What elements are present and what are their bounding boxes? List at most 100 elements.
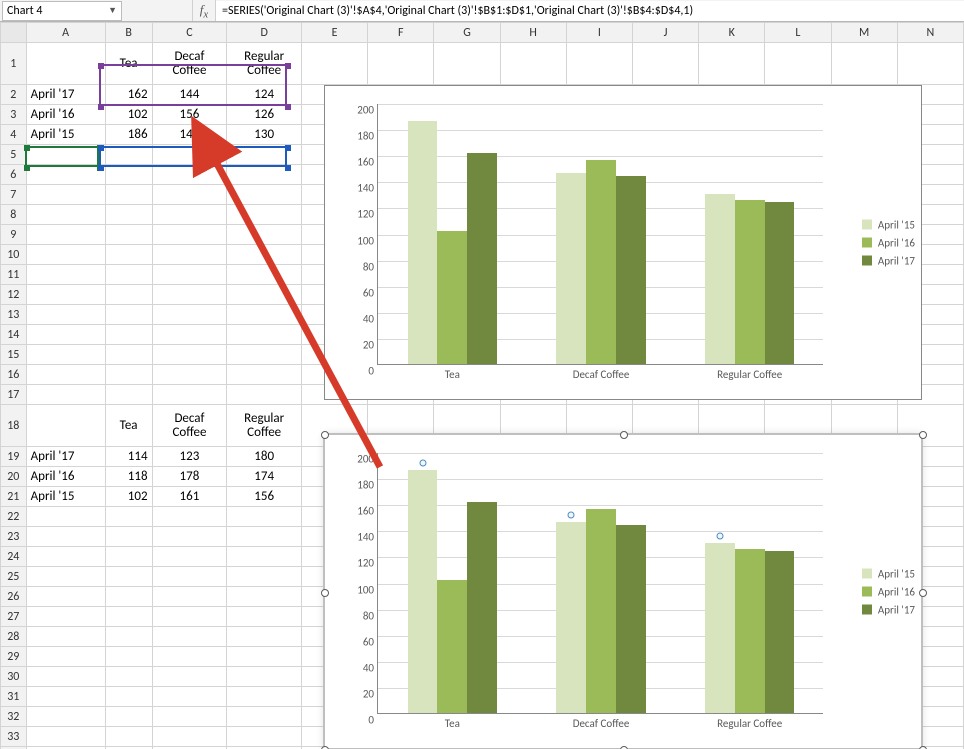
chart-bottom[interactable]: 020406080100120140160180200TeaDecaf Coff… <box>324 434 922 749</box>
cell[interactable] <box>26 225 105 245</box>
cell[interactable] <box>105 285 152 305</box>
cell[interactable] <box>152 285 227 305</box>
cell[interactable] <box>152 365 227 385</box>
cell[interactable] <box>26 587 105 607</box>
row-header[interactable]: 11 <box>1 265 27 285</box>
cell[interactable] <box>152 507 227 527</box>
cell[interactable] <box>105 687 152 707</box>
bar[interactable] <box>556 522 586 713</box>
cell[interactable] <box>26 245 105 265</box>
cell[interactable] <box>152 587 227 607</box>
cell[interactable]: April '16 <box>26 467 105 487</box>
cell[interactable] <box>227 587 302 607</box>
series-selection-handle[interactable] <box>419 460 426 467</box>
cell[interactable] <box>152 325 227 345</box>
cell[interactable] <box>26 567 105 587</box>
cell[interactable] <box>500 43 566 85</box>
cell[interactable] <box>152 527 227 547</box>
cell[interactable]: 146 <box>152 125 227 145</box>
cell[interactable] <box>26 43 105 85</box>
bar[interactable] <box>408 470 438 713</box>
row-header[interactable]: 30 <box>1 667 27 687</box>
chart-resize-handle[interactable] <box>620 431 628 439</box>
column-header[interactable]: H <box>500 23 566 43</box>
cell[interactable] <box>227 325 302 345</box>
row-header[interactable]: 33 <box>1 727 27 747</box>
cell[interactable] <box>152 185 227 205</box>
cell[interactable] <box>105 727 152 747</box>
cell[interactable] <box>26 385 105 405</box>
cell[interactable] <box>152 567 227 587</box>
cell[interactable] <box>26 547 105 567</box>
cell[interactable] <box>227 205 302 225</box>
cell[interactable] <box>105 385 152 405</box>
cell[interactable] <box>26 185 105 205</box>
cell[interactable] <box>152 265 227 285</box>
cell[interactable] <box>227 225 302 245</box>
cell[interactable] <box>105 265 152 285</box>
row-header[interactable]: 7 <box>1 185 27 205</box>
row-header[interactable]: 19 <box>1 447 27 467</box>
cell[interactable]: 130 <box>227 125 302 145</box>
column-header[interactable]: F <box>368 23 434 43</box>
row-header[interactable]: 13 <box>1 305 27 325</box>
column-header[interactable]: C <box>152 23 227 43</box>
cell[interactable] <box>227 285 302 305</box>
cell[interactable] <box>105 647 152 667</box>
column-header[interactable]: L <box>765 23 831 43</box>
cell[interactable]: 161 <box>152 487 227 507</box>
cell[interactable] <box>227 527 302 547</box>
cell[interactable] <box>566 43 632 85</box>
cell[interactable]: Tea <box>105 43 152 85</box>
chart-resize-handle[interactable] <box>919 589 927 597</box>
cell[interactable] <box>26 405 105 447</box>
row-header[interactable]: 9 <box>1 225 27 245</box>
row-header[interactable]: 4 <box>1 125 27 145</box>
row-header[interactable]: 14 <box>1 325 27 345</box>
bar[interactable] <box>705 194 735 364</box>
cell[interactable] <box>302 43 368 85</box>
cell[interactable]: 118 <box>105 467 152 487</box>
select-all-corner[interactable] <box>1 23 27 43</box>
bar[interactable] <box>616 525 646 713</box>
cell[interactable] <box>26 345 105 365</box>
chevron-down-icon[interactable]: ▼ <box>108 5 117 16</box>
row-header[interactable]: 29 <box>1 647 27 667</box>
row-header[interactable]: 24 <box>1 547 27 567</box>
cell[interactable] <box>26 707 105 727</box>
cell[interactable] <box>227 627 302 647</box>
bar[interactable] <box>765 202 795 364</box>
bar[interactable] <box>705 543 735 713</box>
column-header[interactable]: E <box>302 23 368 43</box>
column-header[interactable]: J <box>632 23 698 43</box>
cell[interactable] <box>26 627 105 647</box>
cell[interactable] <box>105 567 152 587</box>
row-header[interactable]: 22 <box>1 507 27 527</box>
column-header[interactable]: M <box>831 23 897 43</box>
cell[interactable] <box>26 145 105 165</box>
cell[interactable] <box>105 345 152 365</box>
cell[interactable] <box>227 687 302 707</box>
column-header[interactable]: B <box>105 23 152 43</box>
cell[interactable] <box>105 547 152 567</box>
bar[interactable] <box>586 160 616 364</box>
bar[interactable] <box>586 509 616 713</box>
bar[interactable] <box>437 580 467 713</box>
cell[interactable] <box>152 305 227 325</box>
cell[interactable] <box>26 165 105 185</box>
chart-resize-handle[interactable] <box>321 589 329 597</box>
cell[interactable]: 114 <box>105 447 152 467</box>
cell[interactable] <box>765 43 831 85</box>
bar[interactable] <box>467 153 497 364</box>
cell[interactable]: 102 <box>105 487 152 507</box>
row-header[interactable]: 21 <box>1 487 27 507</box>
row-header[interactable]: 10 <box>1 245 27 265</box>
column-header[interactable]: I <box>566 23 632 43</box>
cell[interactable] <box>152 547 227 567</box>
cell[interactable]: Regular Coffee <box>227 405 302 447</box>
row-header[interactable]: 16 <box>1 365 27 385</box>
series-selection-handle[interactable] <box>716 533 723 540</box>
cell[interactable] <box>26 507 105 527</box>
cell[interactable] <box>434 43 500 85</box>
cell[interactable] <box>227 245 302 265</box>
